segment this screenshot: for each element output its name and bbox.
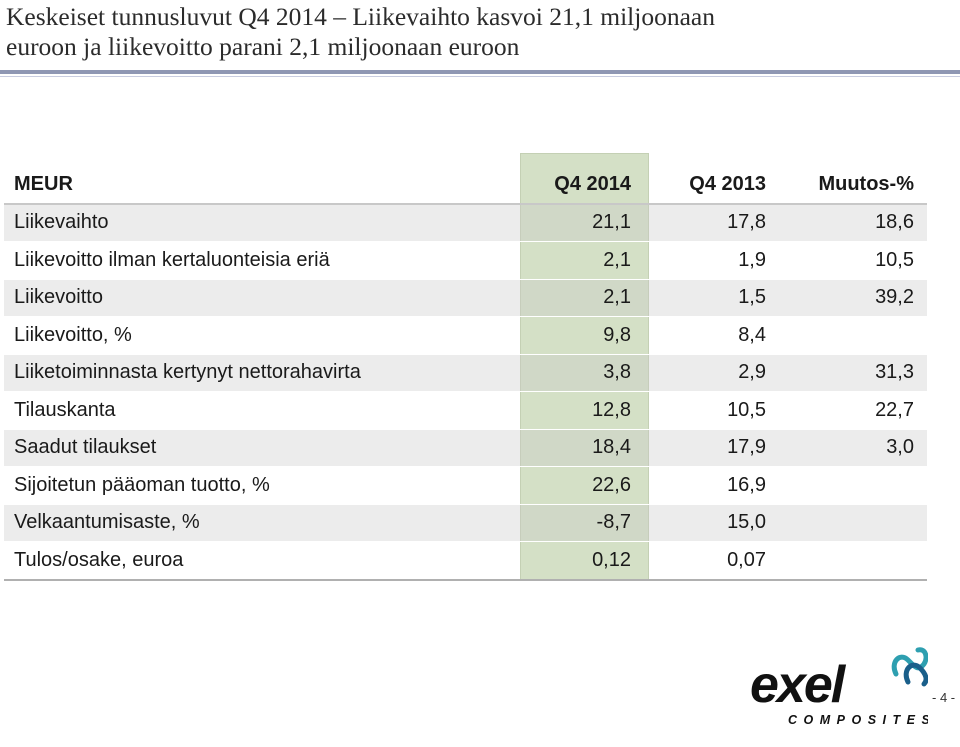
value-q4-2014: 22,6 (592, 473, 631, 496)
table-row: Tilauskanta 12,8 10,5 22,7 (4, 392, 927, 429)
row-label: Liiketoiminnasta kertynyt nettorahavirta (4, 354, 520, 392)
table-row: Sijoitetun pääoman tuotto, % 22,6 16,9 (4, 467, 927, 505)
title-divider-thin (0, 76, 960, 77)
value-q4-2013: 15,0 (650, 504, 782, 542)
header-meur: MEUR (4, 166, 520, 205)
value-q4-2014: 21,1 (520, 203, 650, 242)
row-label: Saadut tilaukset (4, 429, 520, 467)
value-q4-2014: 0,12 (592, 548, 631, 571)
row-label: Liikevoitto (4, 279, 520, 317)
slide-title-line-2: euroon ja liikevoitto parani 2,1 miljoon… (6, 32, 520, 61)
logo-wordmark: exel (750, 656, 847, 714)
table-row: Tulos/osake, euroa 0,12 0,07 (4, 542, 927, 580)
value-change-pct: 22,7 (875, 398, 914, 421)
value-change-pct: 18,6 (782, 203, 927, 242)
value-change-pct: 31,3 (782, 354, 927, 392)
exel-composites-logo: exel COMPOSITES (750, 647, 928, 726)
header-q4-2014: Q4 2014 (520, 166, 650, 205)
value-change-pct (782, 467, 927, 505)
key-figures-table: MEUR Q4 2014 Q4 2013 Muutos-% Liikevaiht… (4, 166, 927, 581)
row-label: Sijoitetun pääoman tuotto, % (14, 473, 270, 496)
value-q4-2014: 18,4 (520, 429, 650, 467)
value-q4-2013: 17,9 (650, 429, 782, 467)
row-label: Liikevaihto (4, 203, 520, 242)
value-change-pct (782, 504, 927, 542)
row-label: Tulos/osake, euroa (14, 548, 184, 571)
row-label: Tilauskanta (14, 398, 116, 421)
value-q4-2013: 8,4 (738, 323, 766, 346)
value-q4-2013: 1,9 (738, 248, 766, 271)
table-row: Liiketoiminnasta kertynyt nettorahavirta… (4, 354, 927, 392)
value-q4-2013: 10,5 (727, 398, 766, 421)
value-q4-2014: 12,8 (592, 398, 631, 421)
row-label: Velkaantumisaste, % (4, 504, 520, 542)
row-label: Liikevoitto ilman kertaluonteisia eriä (14, 248, 330, 271)
value-q4-2014: 3,8 (520, 354, 650, 392)
row-label: Liikevoitto, % (14, 323, 132, 346)
table-row: Velkaantumisaste, % -8,7 15,0 (4, 504, 927, 542)
value-q4-2013: 17,8 (650, 203, 782, 242)
page-number: - 4 - (932, 690, 956, 705)
value-q4-2013: 16,9 (727, 473, 766, 496)
header-change-pct: Muutos-% (782, 166, 927, 205)
logo-mark-icon (891, 647, 928, 687)
table-header-row: MEUR Q4 2014 Q4 2013 Muutos-% (4, 166, 927, 205)
value-q4-2013: 0,07 (727, 548, 766, 571)
value-change-pct: 10,5 (875, 248, 914, 271)
value-change-pct (782, 317, 927, 355)
slide-title: Keskeiset tunnusluvut Q4 2014 – Liikevai… (6, 2, 936, 62)
value-q4-2014: -8,7 (520, 504, 650, 542)
value-q4-2013: 1,5 (650, 279, 782, 317)
table-row: Liikevoitto, % 9,8 8,4 (4, 317, 927, 355)
table-row: Saadut tilaukset 18,4 17,9 3,0 (4, 429, 927, 467)
table-row: Liikevaihto 21,1 17,8 18,6 (4, 203, 927, 242)
logo-subtitle: COMPOSITES (788, 713, 928, 726)
value-change-pct (782, 542, 927, 580)
current-quarter-highlight (520, 153, 649, 581)
value-q4-2014: 2,1 (520, 279, 650, 317)
slide-title-line-1: Keskeiset tunnusluvut Q4 2014 – Liikevai… (6, 2, 715, 31)
table-row: Liikevoitto 2,1 1,5 39,2 (4, 279, 927, 317)
title-divider (0, 70, 960, 74)
value-q4-2014: 9,8 (603, 323, 631, 346)
value-change-pct: 3,0 (782, 429, 927, 467)
value-change-pct: 39,2 (782, 279, 927, 317)
value-q4-2013: 2,9 (650, 354, 782, 392)
value-q4-2014: 2,1 (603, 248, 631, 271)
header-q4-2013: Q4 2013 (650, 166, 782, 205)
table-row: Liikevoitto ilman kertaluonteisia eriä 2,… (4, 242, 927, 279)
